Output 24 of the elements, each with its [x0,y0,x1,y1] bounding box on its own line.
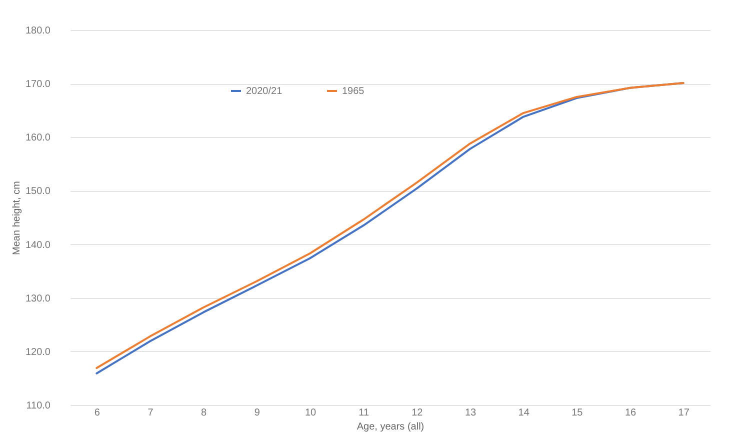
x-tick-label: 6 [94,408,100,418]
x-axis-title: Age, years (all) [356,422,424,432]
x-tick-label: 8 [201,408,208,418]
x-tick-label: 7 [148,408,154,418]
y-tick-label: 150.0 [25,186,51,198]
x-tick-label: 15 [572,408,584,418]
y-tick-label: 110.0 [26,400,51,412]
x-tick-label: 12 [412,408,424,418]
x-tick-label: 16 [624,408,636,418]
x-tick-label: 14 [518,408,530,418]
y-tick-label: 160.0 [25,132,51,144]
legend-label: 1965 [342,86,365,97]
y-tick-label: 180.0 [25,26,51,36]
y-tick-label: 170.0 [25,79,51,90]
y-tick-label: 120.0 [25,346,51,358]
x-tick-label: 9 [254,408,260,418]
x-tick-label: 17 [678,408,690,418]
x-tick-label: 11 [358,408,370,418]
y-tick-label: 140.0 [25,240,51,251]
legend-label: 2020/21 [246,86,283,97]
y-axis-title: Mean height, cm [11,181,22,255]
x-tick-label: 10 [304,408,316,418]
y-tick-label: 130.0 [25,293,51,304]
x-tick-label: 13 [464,408,476,418]
